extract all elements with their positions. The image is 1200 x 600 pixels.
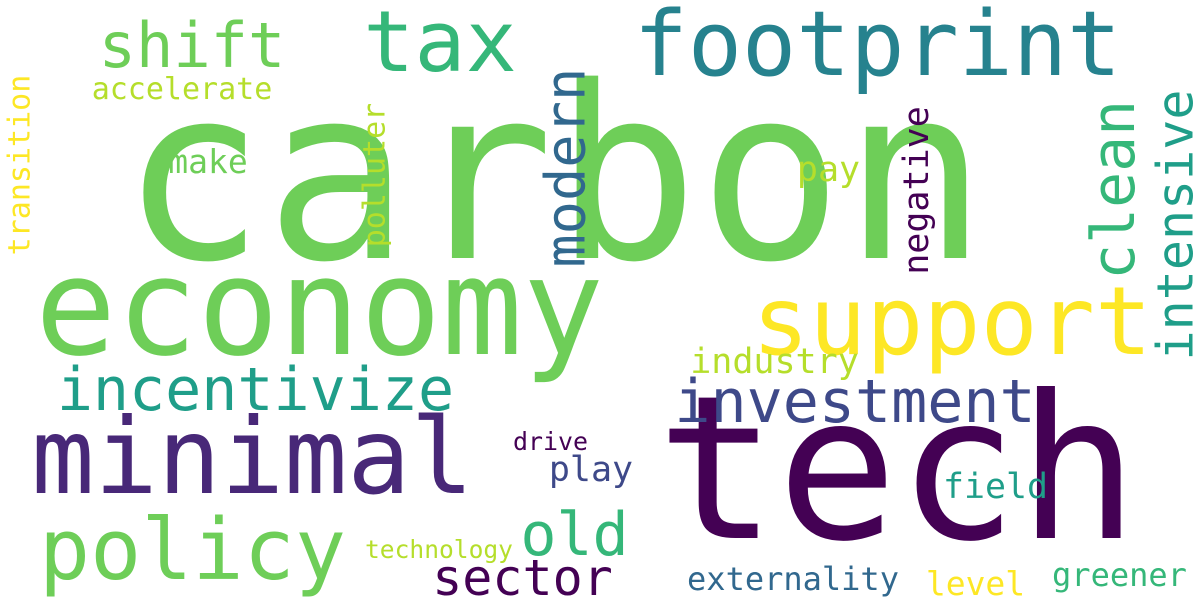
word-economy: economy xyxy=(35,229,604,386)
word-technology: technology xyxy=(365,535,513,565)
word-greener: greener xyxy=(1052,556,1187,595)
word-play: play xyxy=(548,450,634,490)
word-minimal: minimal xyxy=(31,396,474,518)
word-carbon: carbon xyxy=(120,35,988,315)
word-tech: tech xyxy=(656,353,1139,586)
word-policy: policy xyxy=(38,501,347,600)
word-transition: transition xyxy=(2,74,37,256)
word-sector: sector xyxy=(432,549,613,600)
word-polluter: polluter xyxy=(357,102,392,248)
word-shift: shift xyxy=(98,9,286,82)
word-old: old xyxy=(520,500,629,570)
word-incentivize: incentivize xyxy=(56,355,455,425)
word-clean: clean xyxy=(1080,100,1150,280)
word-modern: modern xyxy=(534,68,599,268)
word-externality: externality xyxy=(687,560,899,598)
word-pay: pay xyxy=(796,150,861,190)
word-support: support xyxy=(752,267,1152,378)
word-level: level xyxy=(925,564,1026,600)
word-footprint: footprint xyxy=(633,0,1122,97)
word-intensive: intensive xyxy=(1146,89,1200,361)
word-make: make xyxy=(168,142,248,181)
word-tax: tax xyxy=(363,0,517,92)
word-field: field xyxy=(943,467,1048,508)
word-industry: industry xyxy=(690,342,859,382)
word-accelerate: accelerate xyxy=(91,72,273,107)
word-drive: drive xyxy=(513,427,588,457)
word-investment: investment xyxy=(674,367,1036,437)
word-negative: negative xyxy=(896,105,937,275)
